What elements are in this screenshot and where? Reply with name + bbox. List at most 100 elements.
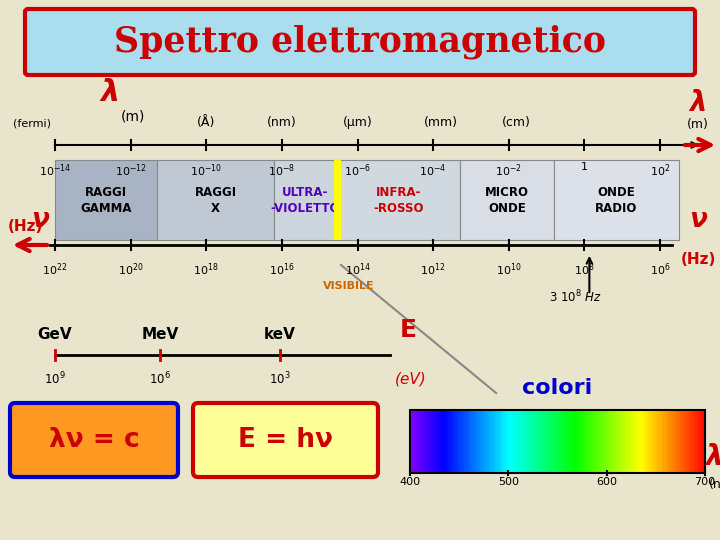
Text: Spettro elettromagnetico: Spettro elettromagnetico [114,25,606,59]
Bar [639,410,642,473]
Bar [523,410,526,473]
Bar [585,410,588,473]
Bar [602,410,606,473]
Bar [653,410,657,473]
Bar [410,410,705,473]
Bar [538,410,541,473]
Bar [533,410,536,473]
Bar [439,410,443,473]
Bar [506,410,509,473]
Bar [554,160,679,240]
Text: $10^{22}$: $10^{22}$ [42,261,68,278]
Bar [521,410,524,473]
Text: colori: colori [523,378,593,398]
Text: (Hz): (Hz) [8,219,43,234]
Bar [636,410,639,473]
Bar [536,410,539,473]
Bar [680,410,684,473]
Bar [690,410,693,473]
Bar [503,410,507,473]
Text: λ: λ [101,78,120,107]
Bar [580,410,583,473]
Text: (nm): (nm) [709,478,720,491]
Text: (mm): (mm) [424,116,458,129]
Bar [442,410,446,473]
Bar [703,410,706,473]
Text: $10^{20}$: $10^{20}$ [118,261,143,278]
Bar [557,410,561,473]
Text: λ: λ [706,443,720,471]
Bar [543,410,546,473]
Text: (Å): (Å) [197,116,215,129]
Bar [410,410,413,473]
Bar [597,410,600,473]
Bar [447,410,450,473]
Text: (m): (m) [121,109,145,123]
Bar [698,410,701,473]
Text: $3\ 10^8\ Hz$: $3\ 10^8\ Hz$ [549,289,601,305]
Text: ULTRA-
-VIOLETTO: ULTRA- -VIOLETTO [271,186,341,214]
Bar [510,410,514,473]
Bar [614,410,618,473]
Bar [700,410,703,473]
Bar [631,410,635,473]
Bar [418,410,420,473]
Bar [582,410,585,473]
Bar [528,410,531,473]
FancyBboxPatch shape [193,403,378,477]
Bar [629,410,632,473]
Text: (fermi): (fermi) [13,119,51,129]
Bar [670,410,674,473]
Text: INFRA-
-ROSSO: INFRA- -ROSSO [373,186,423,214]
Text: ONDE
RADIO: ONDE RADIO [595,186,638,214]
Bar [678,410,681,473]
Bar [518,410,521,473]
Bar [55,160,157,240]
Bar [604,410,608,473]
Text: λ: λ [689,89,707,117]
Text: RAGGI
GAMMA: RAGGI GAMMA [81,186,132,214]
Bar [555,410,559,473]
Text: (Hz): (Hz) [680,252,716,267]
Text: $10^{8}$: $10^{8}$ [574,261,595,278]
Bar [454,410,458,473]
Bar [427,410,431,473]
Text: ν: ν [31,207,49,233]
Bar [157,160,274,240]
Bar [661,410,665,473]
Bar [641,410,644,473]
Bar [609,410,613,473]
Bar [646,410,649,473]
Bar [474,410,477,473]
Bar [577,410,580,473]
Text: $10^{3}$: $10^{3}$ [269,371,291,388]
Bar [693,410,696,473]
Bar [501,410,505,473]
Bar [444,410,448,473]
Bar [675,410,679,473]
Bar [469,410,472,473]
Bar [587,410,590,473]
Text: 500: 500 [498,477,519,487]
Bar [545,410,549,473]
Text: $10^{-8}$: $10^{-8}$ [269,162,295,179]
Text: $10^{14}$: $10^{14}$ [345,261,370,278]
Bar [592,410,595,473]
Text: (eV): (eV) [395,371,427,386]
Bar [459,160,554,240]
Bar [560,410,564,473]
Text: $10^{6}$: $10^{6}$ [649,261,670,278]
Bar [494,410,497,473]
Text: λν = c: λν = c [49,427,139,453]
Bar [651,410,654,473]
Text: 400: 400 [400,477,420,487]
Text: $10^{16}$: $10^{16}$ [269,261,294,278]
Bar [481,410,485,473]
Text: E = hν: E = hν [238,427,333,453]
Bar [513,410,517,473]
Bar [516,410,519,473]
Bar [644,410,647,473]
Bar [430,410,433,473]
Bar [484,410,487,473]
Bar [435,410,438,473]
